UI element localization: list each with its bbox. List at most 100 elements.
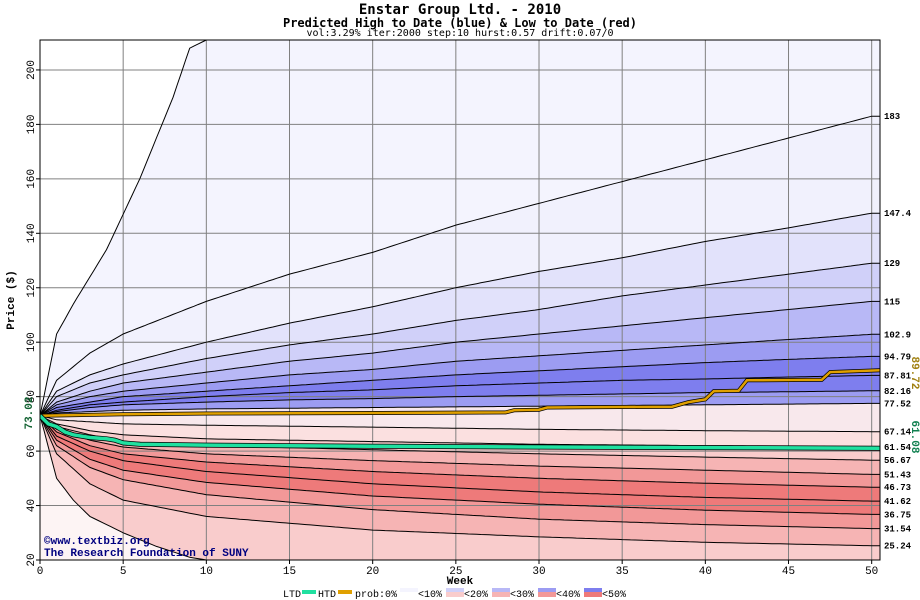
- x-axis-label: Week: [447, 576, 474, 588]
- y-axis-label: Price ($): [6, 270, 18, 329]
- middle-band: [40, 403, 880, 432]
- series-lines: [40, 368, 880, 451]
- legend-bin-label-1: <20%: [464, 590, 488, 600]
- curve-end-label-5: 102.9: [884, 330, 911, 340]
- upper-band-4: [40, 301, 880, 416]
- curve-end-label-8: 82.16: [884, 387, 911, 397]
- percentile-curve-10: [40, 415, 880, 433]
- ltd-line: [40, 414, 880, 450]
- legend-bin-red-3: [538, 588, 556, 597]
- legend-bin-red-4: [584, 588, 602, 597]
- lower-band-7: [40, 415, 880, 546]
- y-tick-label-180: 180: [26, 114, 38, 134]
- lower-band-4: [40, 415, 880, 502]
- percentile-curve-9: [40, 402, 880, 417]
- end-high-label: 89.72: [908, 356, 920, 389]
- end-low-label: 61.08: [908, 420, 920, 453]
- start-price-label: 73.02: [24, 396, 36, 429]
- percentile-curve-18: [40, 415, 880, 547]
- legend-bin-blue-1: [446, 588, 464, 592]
- upper-band-3: [40, 263, 880, 416]
- x-axis: 0 5 10 15 20 25 30 35 40 45 50: [37, 560, 878, 578]
- copyright-watermark: ©www.textbiz.org: [44, 536, 150, 548]
- top-region: [40, 40, 880, 416]
- upper-band-6: [40, 356, 880, 416]
- legend-bin-blue-4: [584, 588, 602, 592]
- curve-end-label-15: 41.62: [884, 497, 911, 507]
- legend-bin-label-0: <10%: [418, 590, 442, 600]
- x-tick-label-0: 0: [37, 566, 44, 578]
- x-tick-label-25: 25: [449, 566, 462, 578]
- x-tick-label-15: 15: [283, 566, 296, 578]
- percentile-curve-16: [40, 415, 880, 515]
- x-tick-label-45: 45: [782, 566, 795, 578]
- lower-band-8: [40, 415, 880, 560]
- legend-bin-blue-0: [400, 588, 418, 592]
- upper-band-2: [40, 213, 880, 416]
- percentile-curve-14: [40, 415, 880, 488]
- curve-end-label-3: 129: [884, 259, 900, 269]
- curve-end-label-4: 115: [884, 297, 900, 307]
- legend-bin-red-1: [446, 588, 464, 597]
- percentile-curve-19: [40, 415, 880, 560]
- y-tick-label-140: 140: [26, 223, 38, 243]
- curve-end-label-11: 61.54: [884, 443, 912, 453]
- percentile-curve-17: [40, 415, 880, 530]
- percentile-curve-3: [40, 262, 880, 417]
- upper-band-7: [40, 375, 880, 416]
- percentile-curve-7: [40, 374, 880, 417]
- x-tick-label-5: 5: [120, 566, 127, 578]
- plot-frame: [39, 39, 881, 561]
- chart-title: Enstar Group Ltd. - 2010: [358, 2, 562, 18]
- legend-bin-label-4: <50%: [602, 590, 626, 600]
- legend-ltd-label: LTD: [283, 590, 301, 600]
- percentile-curve-0: [40, 40, 880, 416]
- percentile-curve-6: [40, 355, 880, 417]
- legend-bin-label-3: <40%: [556, 590, 580, 600]
- legend-bin-label-2: <30%: [510, 590, 534, 600]
- y-tick-label-40: 40: [26, 499, 38, 512]
- legend: LTD HTD prob:0% <10% <20% <30% <40% <50%: [283, 588, 626, 600]
- percentile-curve-8: [40, 390, 880, 417]
- chart-parameters: vol:3.29% iter:2000 step:10 hurst:0.57 d…: [306, 28, 614, 39]
- curve-end-label-13: 51.43: [884, 470, 911, 480]
- curve-end-label-18: 25.24: [884, 542, 912, 552]
- probability-bands: [40, 40, 880, 560]
- x-tick-label-35: 35: [616, 566, 629, 578]
- percentile-curve-13: [40, 415, 880, 475]
- y-tick-label-120: 120: [26, 278, 38, 298]
- legend-bin-blue-3: [538, 588, 556, 592]
- upper-band-0: [40, 40, 880, 416]
- y-tick-label-20: 20: [26, 553, 38, 566]
- percentile-curve-1: [40, 115, 880, 416]
- chart-subtitle: Predicted High to Date (blue) & Low to D…: [282, 16, 637, 30]
- x-tick-label-50: 50: [865, 566, 878, 578]
- legend-ltd-swatch: [302, 590, 316, 594]
- x-tick-label-20: 20: [366, 566, 379, 578]
- y-tick-label-80: 80: [26, 390, 38, 403]
- lower-band-2: [40, 415, 880, 475]
- curve-end-label-1: 183: [884, 112, 900, 122]
- legend-bin-red-0: [400, 588, 418, 597]
- legend-prob-label: prob:0%: [355, 589, 397, 600]
- y-axis: 20 40 60 80 100 120 140 160 180 200: [26, 60, 40, 567]
- curve-end-label-6: 94.79: [884, 352, 911, 362]
- percentile-curve-15: [40, 415, 880, 502]
- percentile-curve-2: [40, 212, 880, 416]
- curve-end-label-14: 46.73: [884, 483, 911, 493]
- legend-bin-blue-2: [492, 588, 510, 592]
- x-tick-label-40: 40: [699, 566, 712, 578]
- y-tick-label-100: 100: [26, 332, 38, 352]
- htd-line: [40, 368, 880, 417]
- legend-htd-swatch: [338, 590, 352, 594]
- legend-bin-red-2: [492, 588, 510, 597]
- percentile-curve-5: [40, 333, 880, 417]
- percentile-curves: [40, 40, 880, 560]
- y-tick-label-200: 200: [26, 60, 38, 80]
- lower-band-5: [40, 415, 880, 515]
- curve-labels: 183 147.4 129 115 102.9 94.79 87.81 82.16 77.52 6…: [884, 112, 912, 552]
- legend-htd-label: HTD: [318, 590, 336, 600]
- curve-end-label-10: 67.14: [884, 428, 912, 438]
- curve-end-label-2: 147.4: [884, 209, 912, 219]
